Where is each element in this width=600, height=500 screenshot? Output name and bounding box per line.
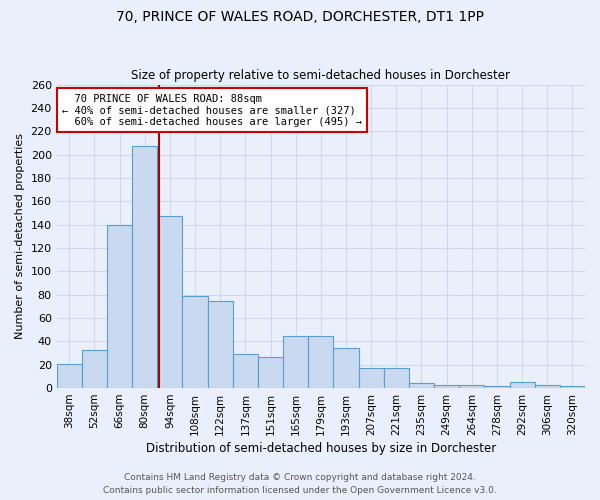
Text: 70, PRINCE OF WALES ROAD, DORCHESTER, DT1 1PP: 70, PRINCE OF WALES ROAD, DORCHESTER, DT…	[116, 10, 484, 24]
Title: Size of property relative to semi-detached houses in Dorchester: Size of property relative to semi-detach…	[131, 69, 511, 82]
Bar	[283, 336, 308, 388]
Bar	[384, 368, 409, 388]
Bar	[132, 146, 157, 388]
X-axis label: Distribution of semi-detached houses by size in Dorchester: Distribution of semi-detached houses by …	[146, 442, 496, 455]
Bar	[409, 384, 434, 388]
Bar	[484, 386, 509, 388]
Bar	[182, 296, 208, 388]
Bar	[334, 348, 359, 388]
Bar	[208, 300, 233, 388]
Bar	[107, 224, 132, 388]
Text: Contains HM Land Registry data © Crown copyright and database right 2024.
Contai: Contains HM Land Registry data © Crown c…	[103, 474, 497, 495]
Bar	[157, 216, 182, 388]
Bar	[82, 350, 107, 388]
Bar	[308, 336, 334, 388]
Bar	[434, 384, 459, 388]
Bar	[535, 384, 560, 388]
Bar	[459, 384, 484, 388]
Text: 70 PRINCE OF WALES ROAD: 88sqm  
← 40% of semi-detached houses are smaller (327): 70 PRINCE OF WALES ROAD: 88sqm ← 40% of …	[62, 94, 362, 127]
Bar	[233, 354, 258, 388]
Bar	[509, 382, 535, 388]
Bar	[258, 356, 283, 388]
Bar	[560, 386, 585, 388]
Bar	[56, 364, 82, 388]
Bar	[359, 368, 384, 388]
Y-axis label: Number of semi-detached properties: Number of semi-detached properties	[15, 134, 25, 340]
